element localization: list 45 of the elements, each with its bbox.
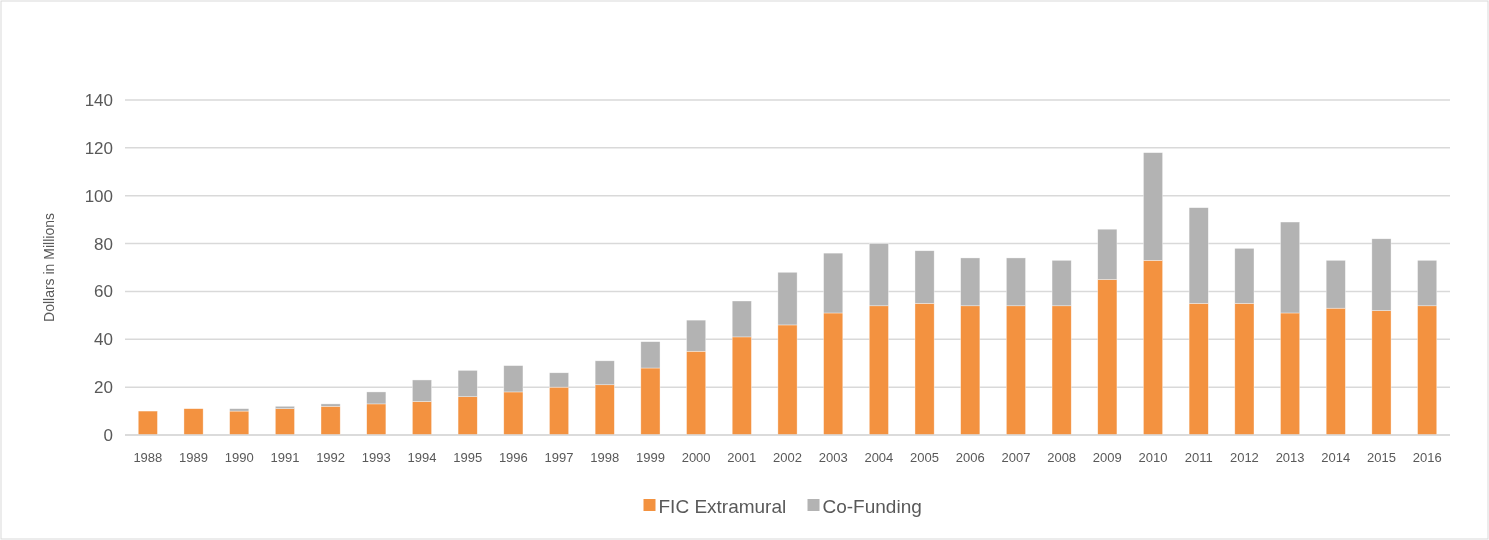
y-tick-label: 100 [84,186,113,206]
y-tick-label: 120 [84,138,113,158]
bar [183,408,204,436]
x-tick-label: 2004 [864,450,894,465]
x-tick-label: 2006 [955,450,985,465]
x-tick-label: 1988 [133,450,163,465]
y-tick-label: 80 [94,234,113,254]
x-tick-label: 2003 [818,450,848,465]
x-tick-label: 1989 [179,450,208,465]
legend-label: FIC Extramural [658,495,787,517]
x-tick-label: 1991 [270,450,300,465]
x-tick-label: 2014 [1321,450,1351,465]
x-tick-label: 2007 [1001,450,1031,465]
x-tick-label: 1998 [590,450,620,465]
bar [320,405,341,436]
y-tick-label: 20 [94,378,113,398]
y-tick-label: 40 [94,330,113,350]
x-tick-label: 2002 [773,450,802,465]
x-tick-label: 2010 [1138,450,1168,465]
legend-label: Co-Funding [822,495,922,517]
y-tick-label: 0 [103,425,113,445]
x-tick-label: 1999 [635,450,665,465]
x-tick-label: 2009 [1092,450,1122,465]
x-tick-label: 1992 [316,450,346,465]
x-tick-label: 1994 [407,450,437,465]
x-tick-label: 1990 [224,450,254,465]
bar [137,410,158,436]
x-tick-label: 2013 [1275,450,1305,465]
y-tick-label: 60 [94,282,113,302]
x-tick-label: 1997 [544,450,574,465]
x-tick-label: 2011 [1184,450,1213,465]
x-tick-label: 2012 [1229,450,1259,465]
x-tick-label: 2016 [1412,450,1442,465]
y-tick-label: 140 [84,90,113,110]
bar [275,408,295,436]
x-tick-label: 2015 [1367,450,1396,465]
y-axis-title: Dollars in Millions [41,213,57,322]
x-tick-label: 2000 [681,450,711,465]
x-tick-label: 2008 [1047,450,1077,465]
x-tick-label: 1996 [498,450,528,465]
bar [229,410,250,436]
x-tick-label: 1993 [361,450,391,465]
x-tick-label: 2005 [910,450,940,465]
x-tick-label: 1995 [453,450,483,465]
x-tick-label: 2001 [727,450,757,465]
